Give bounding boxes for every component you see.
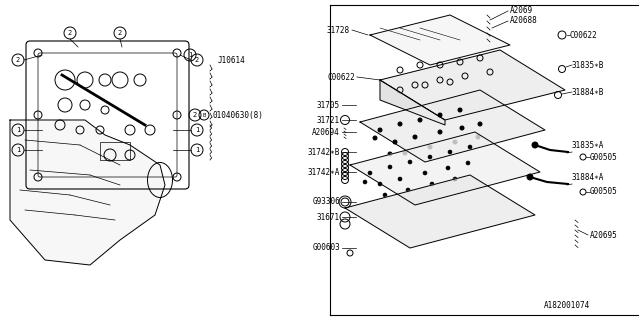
Text: J10614: J10614 (218, 55, 246, 65)
Text: 31721: 31721 (317, 116, 340, 124)
Text: C00622: C00622 (327, 73, 355, 82)
Circle shape (398, 122, 402, 126)
Text: A182001074: A182001074 (544, 301, 590, 310)
Text: 31728: 31728 (327, 26, 350, 35)
Text: G00505: G00505 (590, 188, 618, 196)
Text: 31835∗B: 31835∗B (572, 60, 604, 69)
Circle shape (408, 160, 412, 164)
Circle shape (418, 118, 422, 122)
Circle shape (453, 177, 457, 181)
Text: 31884∗A: 31884∗A (572, 172, 604, 181)
Text: 1: 1 (188, 52, 192, 58)
Polygon shape (10, 120, 165, 265)
Polygon shape (350, 132, 540, 205)
Bar (100, 142, 130, 160)
Text: B: B (202, 113, 205, 117)
Polygon shape (380, 50, 565, 120)
Circle shape (460, 126, 464, 130)
Text: 31742∗B: 31742∗B (308, 148, 340, 156)
Circle shape (383, 193, 387, 197)
Circle shape (458, 108, 462, 112)
Circle shape (378, 182, 382, 186)
Polygon shape (370, 15, 510, 65)
Circle shape (466, 161, 470, 165)
Text: 2: 2 (16, 57, 20, 63)
Text: G00505: G00505 (590, 153, 618, 162)
Circle shape (446, 166, 450, 170)
Text: 2: 2 (195, 57, 199, 63)
Circle shape (448, 150, 452, 154)
Circle shape (428, 155, 432, 159)
Text: 1: 1 (16, 147, 20, 153)
Circle shape (423, 171, 427, 175)
Text: 31705: 31705 (317, 100, 340, 109)
Circle shape (398, 177, 402, 181)
Circle shape (388, 165, 392, 169)
Circle shape (476, 135, 480, 139)
Text: A2069: A2069 (510, 5, 533, 14)
Circle shape (453, 140, 457, 144)
Text: 01040630(8): 01040630(8) (212, 110, 263, 119)
Circle shape (378, 128, 382, 132)
Text: A20695: A20695 (590, 230, 618, 239)
Text: A20688: A20688 (510, 15, 538, 25)
Circle shape (430, 182, 434, 186)
Text: 31671: 31671 (317, 212, 340, 221)
Circle shape (478, 122, 482, 126)
Text: A20694: A20694 (312, 127, 340, 137)
Polygon shape (345, 175, 535, 248)
Circle shape (373, 136, 377, 140)
Circle shape (368, 171, 372, 175)
Text: 1: 1 (16, 127, 20, 133)
Circle shape (393, 140, 397, 144)
Text: 31884∗B: 31884∗B (572, 87, 604, 97)
Text: 2: 2 (193, 112, 197, 118)
Circle shape (438, 113, 442, 117)
Circle shape (388, 152, 392, 156)
Circle shape (527, 174, 533, 180)
Circle shape (403, 151, 407, 155)
Text: G93306: G93306 (312, 197, 340, 206)
Text: 31742∗A: 31742∗A (308, 167, 340, 177)
Text: C00622: C00622 (570, 30, 598, 39)
Circle shape (364, 180, 367, 184)
Polygon shape (360, 90, 545, 162)
Circle shape (406, 188, 410, 192)
Circle shape (413, 135, 417, 139)
Text: 1: 1 (195, 147, 199, 153)
Text: G00603: G00603 (312, 244, 340, 252)
Text: 1: 1 (195, 127, 199, 133)
Polygon shape (380, 80, 445, 125)
Text: 2: 2 (68, 30, 72, 36)
Circle shape (468, 145, 472, 149)
Circle shape (532, 142, 538, 148)
Text: 31835∗A: 31835∗A (572, 140, 604, 149)
Circle shape (428, 145, 432, 149)
Circle shape (438, 130, 442, 134)
Text: 2: 2 (118, 30, 122, 36)
